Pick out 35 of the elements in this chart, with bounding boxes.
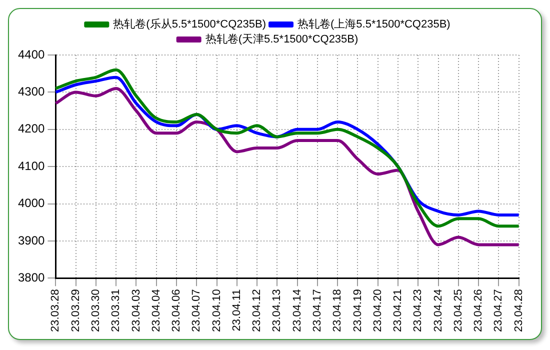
y-tick-label: 4300: [18, 84, 46, 99]
legend-label: 热轧卷(上海5.5*1500*CQ235B): [298, 18, 450, 31]
y-tick-label: 4000: [18, 196, 46, 210]
x-tick-label: 23.04.06: [170, 289, 183, 332]
legend-label: 热轧卷(天津5.5*1500*CQ235B): [205, 32, 358, 46]
x-tick-label: 23.03.29: [70, 289, 82, 332]
x-tick-label: 23.04.20: [372, 289, 384, 332]
x-tick-label: 23.04.04: [150, 289, 162, 332]
x-tick-label: 23.04.11: [230, 289, 243, 332]
legend-label: 热轧卷(乐从5.5*1500*CQ235B): [113, 18, 266, 31]
x-tick-label: 23.04.03: [130, 289, 142, 332]
y-tick-label: 3800: [18, 270, 46, 284]
x-tick-label: 23.04.10: [210, 289, 223, 332]
line-series: [54, 86, 520, 246]
x-tick-label: 23.04.27: [492, 289, 505, 332]
y-tick-label: 3900: [18, 233, 46, 248]
x-tick-label: 23.04.17: [311, 289, 324, 332]
x-tick-label: 23.04.28: [512, 289, 525, 332]
x-tick-label: 23.04.12: [251, 289, 264, 332]
x-tick-label: 23.04.13: [271, 289, 284, 332]
x-tick-label: 23.04.14: [291, 289, 304, 332]
x-tick-label: 23.04.19: [352, 289, 364, 332]
y-tick-label: 4100: [18, 158, 46, 173]
x-tick-label: 23.04.18: [332, 289, 344, 332]
y-tick-label: 4200: [18, 122, 46, 136]
x-tick-label: 23.04.07: [190, 289, 203, 332]
x-tick-label: 23.03.28: [50, 289, 62, 332]
x-tick-label: 23.04.25: [452, 289, 464, 332]
x-tick-label: 23.04.21: [392, 289, 404, 332]
x-tick-label: 23.04.26: [472, 289, 485, 332]
x-tick-label: 23.03.30: [90, 289, 102, 332]
y-tick-label: 4400: [18, 47, 46, 62]
x-tick-label: 23.04.24: [432, 289, 444, 332]
x-tick-label: 23.04.23: [412, 289, 424, 332]
x-tick-label: 23.03.31: [110, 289, 122, 332]
